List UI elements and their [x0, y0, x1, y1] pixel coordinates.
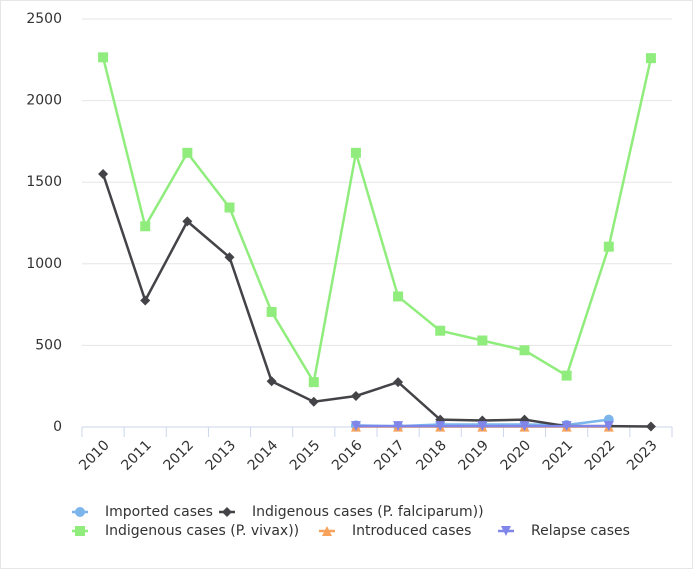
- y-tick-label: 2500: [26, 11, 62, 27]
- marker: [561, 421, 572, 432]
- legend-marker: [322, 526, 332, 536]
- legend-label: Introduced cases: [352, 523, 471, 539]
- marker: [98, 52, 109, 63]
- legend-marker: [501, 526, 511, 536]
- marker: [519, 345, 530, 356]
- y-tick-label: 2000: [26, 93, 62, 109]
- y-tick-label: 1500: [26, 174, 62, 190]
- marker: [224, 202, 235, 213]
- marker: [266, 306, 277, 317]
- marker: [603, 241, 614, 252]
- marker: [224, 252, 235, 263]
- legend-label: Indigenous cases (P. vivax)): [105, 523, 299, 539]
- marker: [350, 147, 361, 158]
- marker: [645, 421, 656, 432]
- marker: [435, 421, 446, 432]
- marker: [645, 53, 656, 64]
- marker: [603, 421, 614, 432]
- y-tick-label: 500: [35, 337, 62, 353]
- marker: [393, 421, 404, 432]
- y-tick-label: 1000: [26, 256, 62, 272]
- marker: [350, 390, 361, 401]
- marker: [519, 421, 530, 432]
- marker: [350, 421, 361, 432]
- marker: [266, 376, 277, 387]
- series-line: [101, 57, 653, 386]
- marker: [140, 221, 151, 232]
- series: [350, 421, 614, 432]
- y-tick-label: 0: [53, 419, 62, 435]
- marker: [308, 377, 319, 388]
- legend-label: Indigenous cases (P. falciparum)): [252, 504, 484, 520]
- legend-label: Relapse cases: [531, 523, 630, 539]
- marker: [182, 216, 193, 227]
- legend-label: Imported cases: [105, 504, 213, 520]
- legend-marker: [222, 507, 232, 517]
- marker: [393, 377, 404, 388]
- marker: [98, 169, 109, 180]
- marker: [140, 295, 151, 306]
- series: [98, 52, 656, 388]
- marker: [182, 147, 193, 158]
- marker: [308, 396, 319, 407]
- marker: [477, 335, 488, 346]
- legend-marker: [75, 526, 85, 536]
- marker: [435, 325, 446, 336]
- marker: [477, 421, 488, 432]
- marker: [393, 291, 404, 302]
- marker: [561, 370, 572, 381]
- legend-marker: [75, 507, 85, 517]
